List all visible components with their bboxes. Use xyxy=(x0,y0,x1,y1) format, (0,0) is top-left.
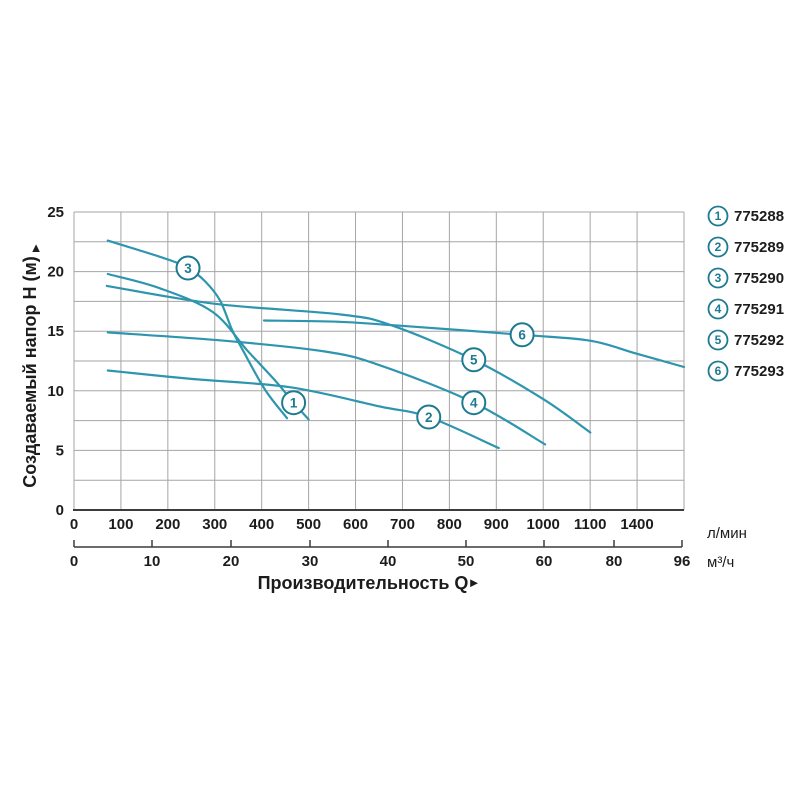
curve-775290 xyxy=(106,239,289,420)
legend-label: 775291 xyxy=(734,301,784,318)
legend-item-775293: 6 775293 xyxy=(707,360,784,382)
x-unit-secondary-label: м³/ч xyxy=(707,554,734,571)
x-tick-label-m3h: 40 xyxy=(380,553,397,570)
legend-number: 2 xyxy=(715,240,722,254)
legend-number: 3 xyxy=(715,271,722,285)
x-tick-label-lmin: 500 xyxy=(296,516,321,533)
y-tick-label: 0 xyxy=(56,502,64,519)
legend-label: 775288 xyxy=(734,208,784,225)
x-tick-label-lmin: 600 xyxy=(343,516,368,533)
x-tick-label-lmin: 200 xyxy=(155,516,180,533)
y-axis-title: Создаваемый напор Н (м) xyxy=(20,256,40,488)
y-tick-label: 15 xyxy=(47,323,64,340)
curve-marker-number: 4 xyxy=(470,396,478,411)
x-axis-right-arrow-icon: ► xyxy=(468,575,481,590)
legend: 1 775288 2 775289 3 775290 4 775291 5 775292 6 7752… xyxy=(707,205,784,382)
curve-marker-number: 3 xyxy=(184,261,192,276)
curve-marker-circle xyxy=(509,322,535,348)
x-tick-label-lmin: 1400 xyxy=(620,516,653,533)
x-tick-label-lmin: 800 xyxy=(437,516,462,533)
legend-marker-circle xyxy=(707,360,729,382)
curve-marker-circle xyxy=(175,255,201,281)
curve-markers: 1 2 3 4 5 6 xyxy=(175,255,535,430)
x-tick-label-lmin: 400 xyxy=(249,516,274,533)
curve-marker-number: 5 xyxy=(470,353,478,368)
x-tick-label-m3h: 60 xyxy=(536,553,553,570)
y-tick-label: 20 xyxy=(47,264,64,281)
legend-number: 6 xyxy=(715,364,722,378)
legend-number: 5 xyxy=(715,333,722,347)
legend-label: 775290 xyxy=(734,270,784,287)
y-tick-label: 25 xyxy=(47,204,64,221)
curve-marker-circle xyxy=(461,347,487,373)
legend-marker-circle xyxy=(707,236,729,258)
x-tick-label-m3h: 30 xyxy=(302,553,319,570)
x-tick-label-m3h: 0 xyxy=(70,553,78,570)
x-axis-title: Производительность Q xyxy=(258,573,469,593)
curve-marker-number: 6 xyxy=(518,328,526,343)
curve-marker-number: 2 xyxy=(425,410,433,425)
legend-item-775289: 2 775289 xyxy=(707,236,784,258)
x-tick-label-m3h: 50 xyxy=(458,553,475,570)
legend-marker-circle xyxy=(707,298,729,320)
curve-marker-circle xyxy=(281,390,307,416)
y-tick-label: 10 xyxy=(47,383,64,400)
legend-item-775292: 5 775292 xyxy=(707,329,784,351)
curve-marker-4: 4 xyxy=(461,390,487,416)
legend-label: 775293 xyxy=(734,363,784,380)
curve-marker-1: 1 xyxy=(281,390,307,416)
legend-number: 4 xyxy=(715,302,722,316)
x-tick-label-lmin: 300 xyxy=(202,516,227,533)
x-tick-label-lmin: 0 xyxy=(70,516,78,533)
x-tick-label-m3h: 20 xyxy=(223,553,240,570)
x-tick-label-m3h: 80 xyxy=(606,553,623,570)
x-unit-primary-label: л/мин xyxy=(707,525,747,542)
curve-marker-3: 3 xyxy=(175,255,201,281)
legend-item-775291: 4 775291 xyxy=(707,298,784,320)
legend-number: 1 xyxy=(715,209,722,223)
curve-marker-6: 6 xyxy=(509,322,535,348)
curve-marker-number: 1 xyxy=(290,396,298,411)
legend-item-775290: 3 775290 xyxy=(707,267,784,289)
x-tick-label-m3h: 96 xyxy=(674,553,691,570)
x-tick-label-lmin: 1000 xyxy=(527,516,560,533)
legend-marker-circle xyxy=(707,267,729,289)
curve-marker-circle xyxy=(416,404,442,430)
axes xyxy=(73,509,684,548)
curve-marker-circle xyxy=(461,390,487,416)
y-tick-label: 5 xyxy=(56,442,64,459)
legend-item-775288: 1 775288 xyxy=(707,205,784,227)
curve-775292 xyxy=(105,284,592,434)
curve-marker-2: 2 xyxy=(416,404,442,430)
x-tick-label-m3h: 10 xyxy=(144,553,161,570)
grid xyxy=(73,211,685,511)
x-tick-label-lmin: 1100 xyxy=(574,516,607,533)
x-tick-label-lmin: 100 xyxy=(108,516,133,533)
legend-label: 775292 xyxy=(734,332,784,349)
y-axis-up-arrow-icon: ▲ xyxy=(30,240,43,255)
curve-marker-5: 5 xyxy=(461,347,487,373)
x-tick-label-lmin: 900 xyxy=(484,516,509,533)
legend-marker-circle xyxy=(707,329,729,351)
legend-label: 775289 xyxy=(734,239,784,256)
x-tick-label-lmin: 700 xyxy=(390,516,415,533)
legend-marker-circle xyxy=(707,205,729,227)
